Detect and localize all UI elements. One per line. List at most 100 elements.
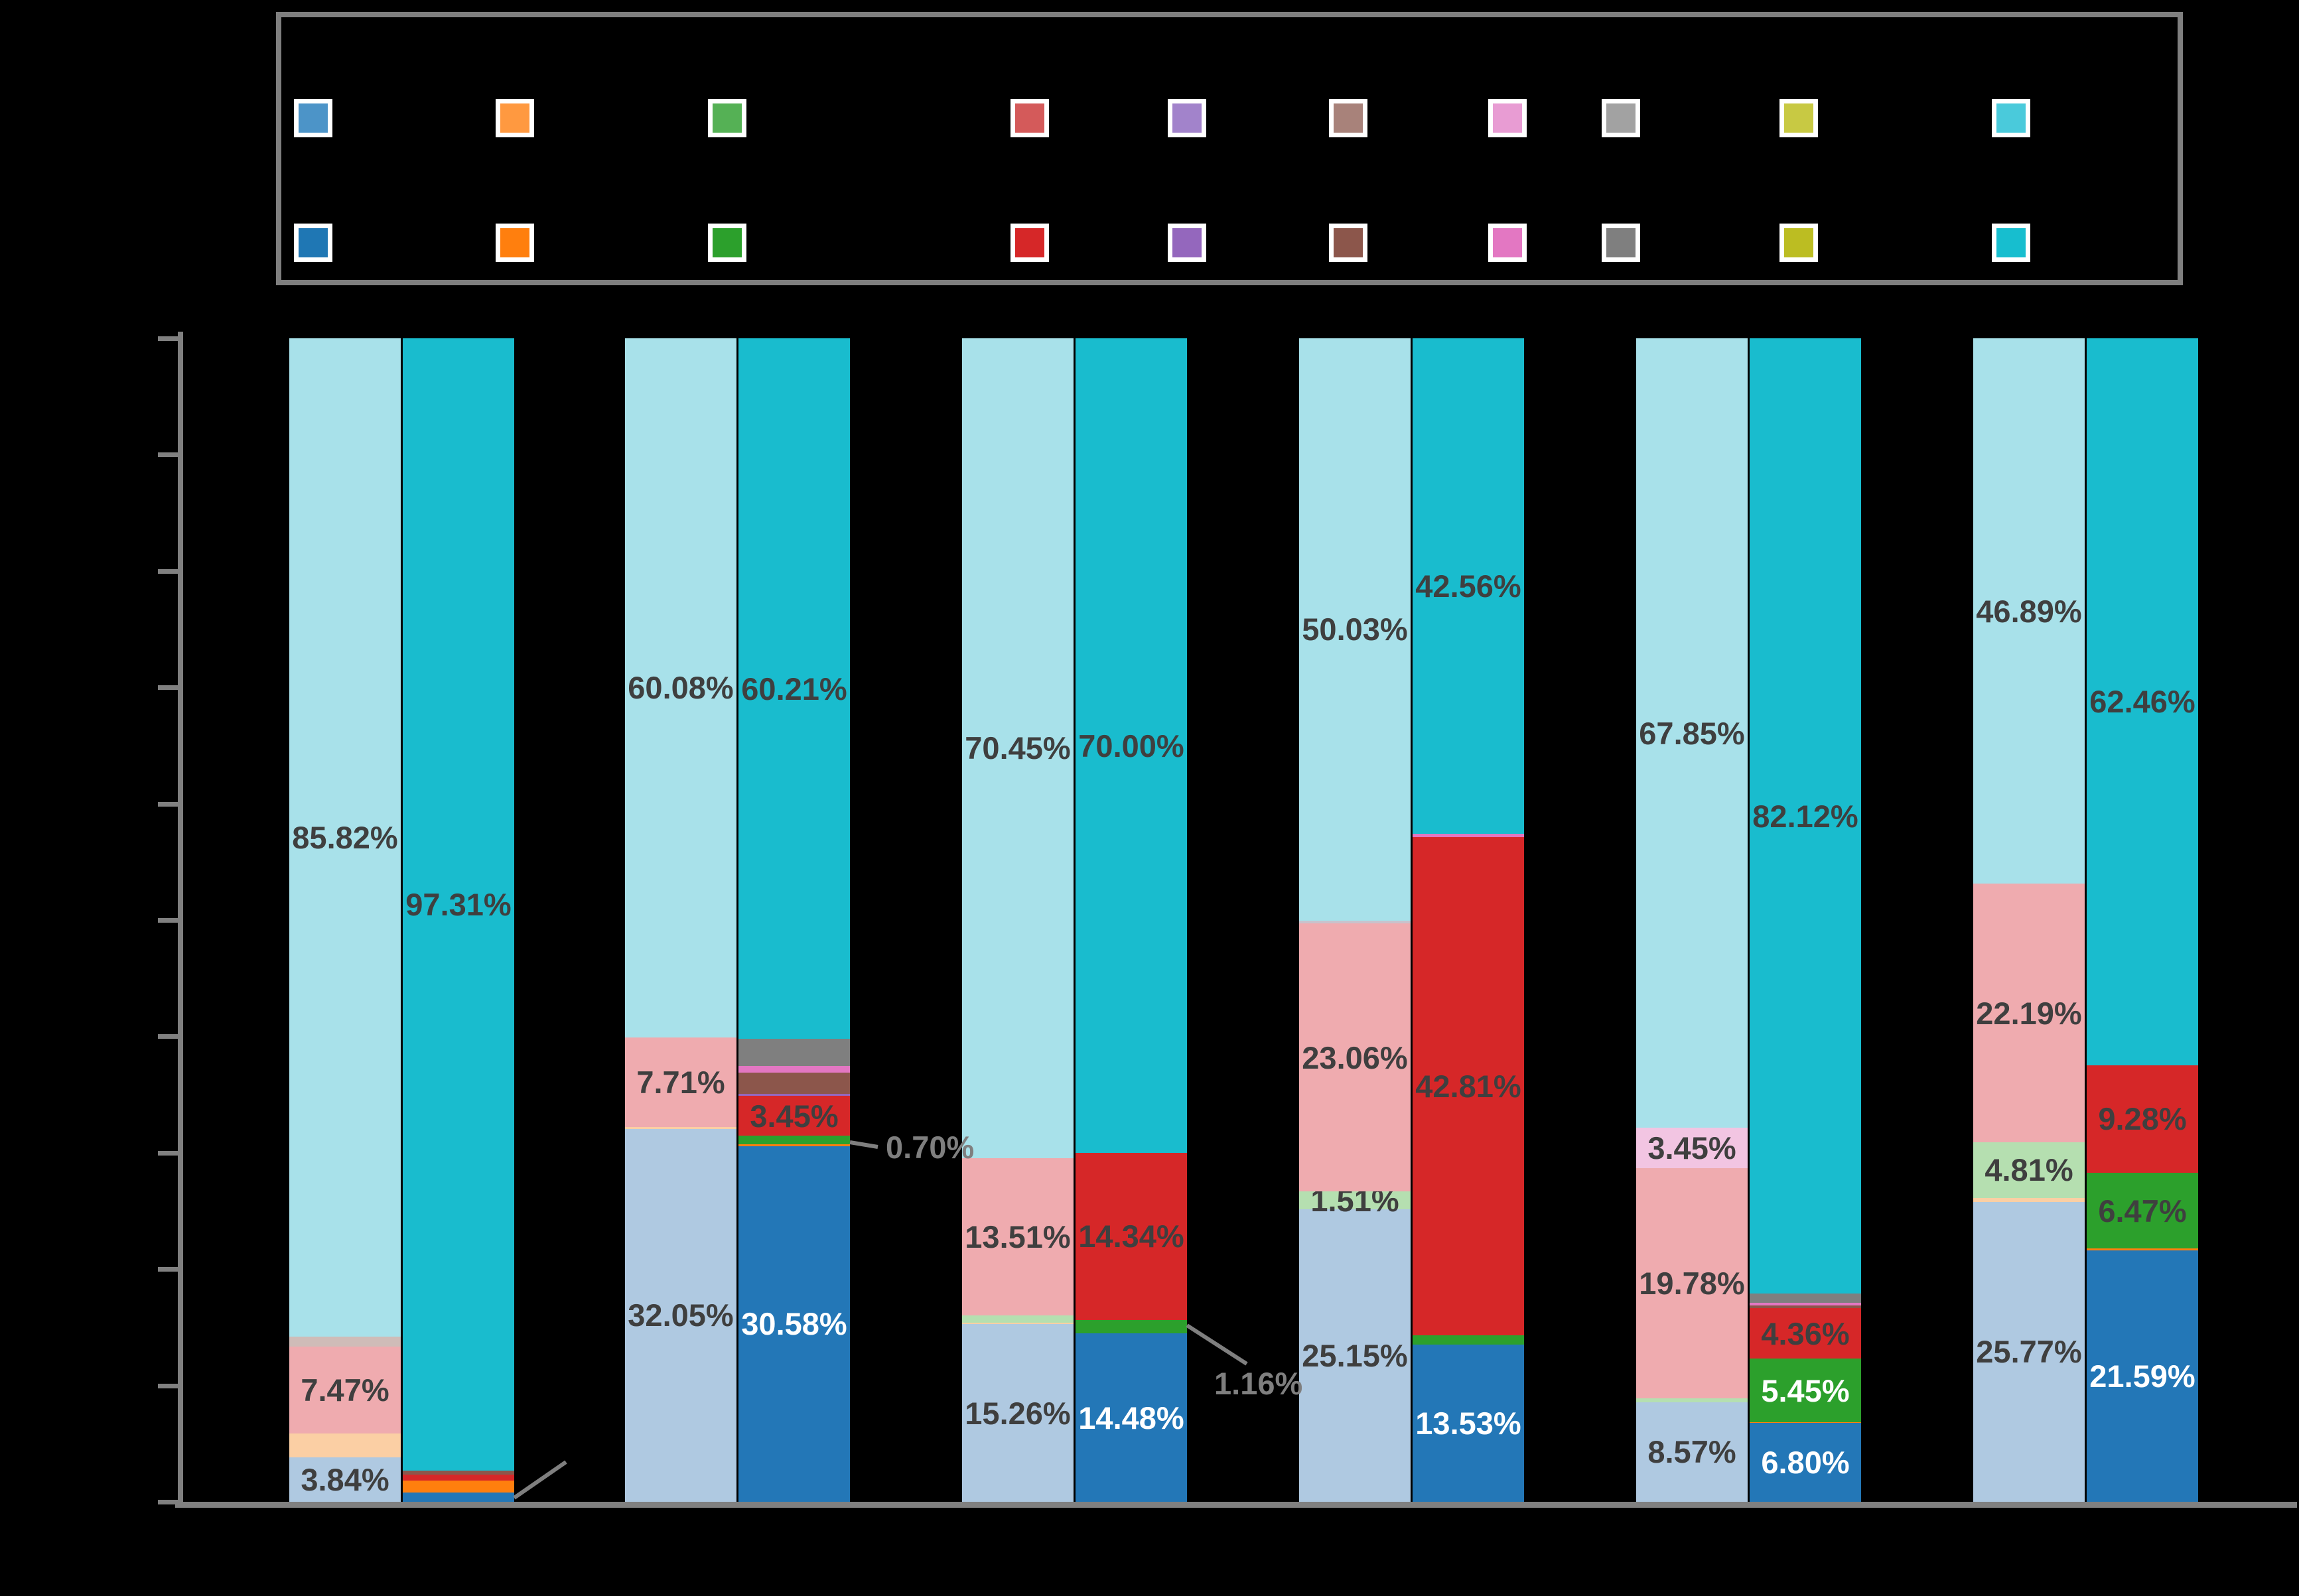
segment-value-label: 32.05% (628, 1297, 734, 1333)
bar-segment-cyan: 42.56% (1413, 338, 1524, 834)
bar-segment-orange_light (289, 1433, 401, 1457)
segment-value-label: 23.06% (1302, 1039, 1408, 1075)
bar-segment-magenta (738, 1065, 850, 1073)
legend-swatch-color (713, 228, 742, 257)
segment-value-label: 8.57% (1647, 1434, 1736, 1470)
y-axis-tick (158, 918, 178, 923)
segment-value-label: 62.46% (2089, 684, 2195, 720)
bar-segment-gray (1750, 1294, 1861, 1303)
y-axis-tick (158, 1034, 178, 1039)
segment-value-label: 82.12% (1752, 798, 1858, 834)
bar-segment-blue: 13.53% (1413, 1344, 1524, 1502)
segment-value-label: 22.19% (1976, 995, 2082, 1031)
y-axis-tick (158, 1500, 178, 1504)
legend-swatch-color (500, 228, 529, 257)
segment-value-label: 19.78% (1639, 1265, 1745, 1301)
bar-segment-green: 6.47% (2087, 1173, 2198, 1248)
segment-value-label: 97.31% (405, 886, 512, 922)
bar-segment-orange (738, 1144, 850, 1146)
legend-swatch (1602, 224, 1640, 262)
legend-swatch-color (1334, 228, 1363, 257)
legend-swatch (1779, 99, 1818, 137)
legend-swatch (496, 224, 534, 262)
legend-swatch (1602, 99, 1640, 137)
legend-swatch (1488, 99, 1527, 137)
y-axis-tick (158, 801, 178, 807)
bar-segment-blue: 14.48% (1076, 1333, 1187, 1502)
legend-swatch-color (713, 103, 742, 133)
legend-swatch (1168, 99, 1206, 137)
bar-segment-blue_light: 3.84% (289, 1457, 401, 1502)
bar-segment-orange (1750, 1422, 1861, 1423)
bar-segment-brown (403, 1470, 514, 1475)
bar-segment-blue (403, 1492, 514, 1502)
bar-segment-cyan: 97.31% (403, 338, 514, 1471)
segment-value-label: 42.81% (1415, 1068, 1521, 1104)
y-axis-tick (158, 568, 178, 574)
bar-segment-green_light: 4.81% (1973, 1142, 2085, 1199)
bar-segment-blue_light: 32.05% (625, 1128, 736, 1502)
segment-value-label: 42.56% (1415, 568, 1521, 604)
bar-segment-green (738, 1136, 850, 1144)
bar-segment-red (403, 1474, 514, 1481)
legend-swatch (1329, 99, 1367, 137)
legend-swatch-color (299, 103, 328, 133)
x-axis-line (175, 1502, 2297, 1508)
callout-label: 0.70% (886, 1130, 975, 1165)
callout-label: 1.16% (1214, 1366, 1303, 1401)
bar-segment-gray (738, 1039, 850, 1066)
legend-swatch-color (1334, 103, 1363, 133)
segment-value-label: 25.15% (1302, 1337, 1408, 1373)
segment-value-label: 5.45% (1761, 1372, 1850, 1408)
bar-segment-red_light: 19.78% (1636, 1167, 1748, 1398)
segment-value-label: 3.84% (301, 1461, 389, 1497)
bar-segment-red: 42.81% (1413, 836, 1524, 1335)
bar-segment-red: 3.45% (738, 1095, 850, 1136)
bar-segment-green_light (1636, 1398, 1748, 1402)
legend-swatch (708, 99, 746, 137)
legend-swatch (496, 99, 534, 137)
bar-segment-red_light: 23.06% (1299, 923, 1411, 1192)
bar-segment-cyan: 82.12% (1750, 338, 1861, 1294)
y-axis-tick (158, 1383, 178, 1388)
legend-swatch (1488, 224, 1527, 262)
bar-segment-brown_light (289, 1337, 401, 1347)
y-axis-tick (158, 1150, 178, 1156)
bar-segment-green (1076, 1319, 1187, 1334)
bar-segment-orange_light (962, 1322, 1074, 1325)
callout-leader-line (1186, 1323, 1248, 1366)
bar-segment-magenta (1413, 833, 1524, 837)
legend-swatch-color (299, 228, 328, 257)
legend-swatch-color (1493, 228, 1522, 257)
bar-segment-gray_light (1299, 920, 1411, 923)
bar-segment-magenta_light: 3.45% (1636, 1128, 1748, 1168)
segment-value-label: 13.51% (965, 1219, 1071, 1254)
legend-swatch-color (1172, 228, 1202, 257)
segment-value-label: 50.03% (1302, 612, 1408, 647)
segment-value-label: 60.21% (741, 671, 847, 706)
segment-value-label: 14.34% (1078, 1219, 1184, 1254)
bar-segment-magenta (1750, 1303, 1861, 1305)
segment-value-label: 15.26% (965, 1395, 1071, 1431)
bar-segment-blue: 6.80% (1750, 1422, 1861, 1502)
bar-segment-cyan_light: 70.45% (962, 338, 1074, 1158)
bar-segment-green: 5.45% (1750, 1359, 1861, 1422)
bar-segment-green (1413, 1335, 1524, 1345)
legend-swatch-color (500, 103, 529, 133)
bar-segment-blue: 30.58% (738, 1146, 850, 1502)
legend-swatch-color (1015, 103, 1044, 133)
bar-segment-brown (1750, 1305, 1861, 1308)
segment-value-label: 67.85% (1639, 715, 1745, 751)
bar-segment-red_light: 7.71% (625, 1037, 736, 1128)
bar-segment-orange (2087, 1248, 2198, 1251)
legend-swatch (1329, 224, 1367, 262)
bar-segment-blue_light: 15.26% (962, 1324, 1074, 1502)
y-axis-tick (158, 685, 178, 691)
segment-value-label: 7.71% (636, 1064, 725, 1100)
bar-segment-cyan_light: 50.03% (1299, 338, 1411, 921)
segment-value-label: 4.36% (1761, 1315, 1850, 1351)
bar-segment-brown (738, 1072, 850, 1094)
bar-segment-orange_light (625, 1127, 736, 1129)
legend-swatch-color (1784, 228, 1813, 257)
